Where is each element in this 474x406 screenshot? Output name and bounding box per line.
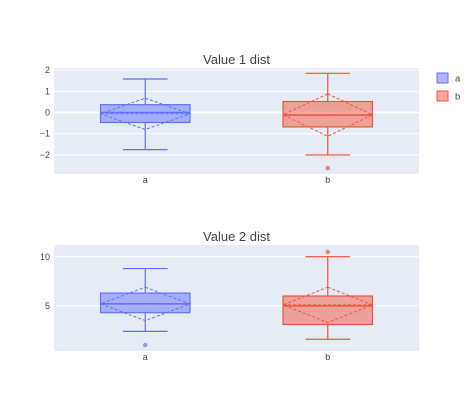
y-tick-label: 1: [45, 86, 50, 96]
box-series-b: [281, 249, 374, 340]
legend-swatch: [436, 90, 449, 102]
iqr-box: [99, 292, 191, 314]
y-tick-label: 0: [45, 108, 50, 118]
iqr-box: [282, 295, 374, 326]
subplot-value-1: 2 1 0 −1 −2 Value 1 dist a b: [40, 52, 419, 185]
x-tick-label: a: [143, 175, 148, 185]
iqr-box: [282, 100, 374, 128]
legend-label: b: [455, 92, 460, 103]
chart-title: Value 1 dist: [203, 52, 270, 67]
sd-diamond: [99, 97, 192, 131]
x-tick-label: b: [325, 175, 330, 185]
legend-item-a[interactable]: a: [436, 72, 461, 85]
sd-diamond: [281, 93, 374, 137]
legend-swatch: [436, 72, 449, 84]
legend-item-b[interactable]: b: [436, 90, 460, 103]
y-tick-label: 2: [45, 65, 50, 75]
outlier-point: [325, 249, 330, 255]
y-tick-label: 5: [45, 301, 50, 311]
outlier-point: [143, 342, 148, 348]
outlier-point: [325, 165, 330, 171]
x-tick-label: b: [325, 352, 330, 362]
sd-diamond: [281, 286, 374, 324]
subplot-value-2: 10 5 Value 2 dist a b: [40, 229, 419, 362]
y-tick-label: −2: [40, 150, 50, 160]
y-tick-label: 10: [40, 252, 50, 262]
chart-title: Value 2 dist: [203, 229, 270, 244]
legend[interactable]: ab: [436, 72, 461, 103]
box-series-a: [99, 267, 192, 348]
y-tick-label: −1: [40, 129, 50, 139]
x-tick-label: a: [143, 352, 148, 362]
box-series-b: [281, 72, 374, 171]
sd-diamond: [99, 286, 192, 322]
legend-label: a: [455, 74, 461, 85]
box-series-a: [99, 78, 192, 151]
